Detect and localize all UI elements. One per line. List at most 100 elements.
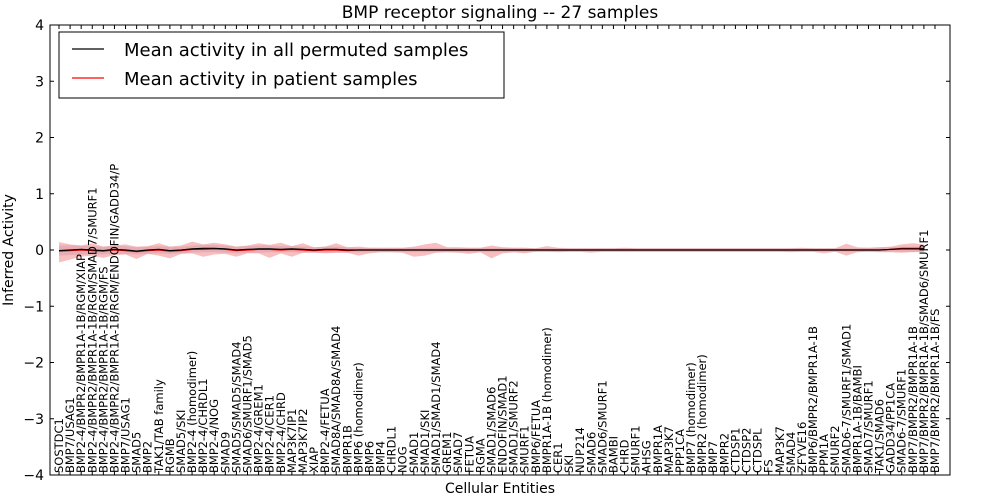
- x-tick-label: FS: [762, 459, 776, 473]
- x-tick-label: SMAD6/SMURF1: [595, 380, 609, 473]
- x-tick-label: SMAD9: [218, 432, 232, 473]
- y-tick-label: −1: [23, 299, 44, 315]
- band-series-1: [59, 241, 924, 263]
- x-tick-label: SMAD6-7/SMURF1/SMAD1: [839, 324, 853, 473]
- x-tick-label: BMP2-4/BMPR2/BMPR1A-1B/RGM/FS: [96, 266, 110, 473]
- y-tick-label: −4: [23, 468, 44, 484]
- x-tick-label: BMP7/BMPR2/BMPR1A-1B/SMAD6/SMURF1: [917, 230, 931, 473]
- x-tick-label: BMPR1A-1B (homodimer): [540, 327, 554, 473]
- x-tick-label: SMAD1/SMURF2: [507, 380, 521, 473]
- x-tick-label: CTDSP1: [728, 428, 742, 473]
- x-tick-label: SKI: [562, 455, 576, 473]
- plot-frame: [49, 24, 951, 476]
- x-tick-label: PPM1A: [817, 434, 831, 473]
- x-tick-label: BMP2-4/CHRD: [274, 392, 288, 473]
- x-tick-label: BMP7 (homodimer): [684, 362, 698, 473]
- x-tick-label: SMAD6: [584, 432, 598, 473]
- x-tick-label: SMAD8A/SMAD8A/SMAD4: [329, 326, 343, 473]
- x-tick-label: BMP7/USAG1: [119, 397, 133, 473]
- x-tick-label: BMP7/BMPR2/BMPR1A-1B/FS: [928, 309, 942, 473]
- x-tick-label: SMAD1/SMAD6: [485, 387, 499, 473]
- x-ticks: SOSTDC1BMP7/USAG1BMP2-4/BMPR2/BMPR1A-1B/…: [52, 25, 942, 475]
- x-tick-label: TAK1/SMAD6: [873, 399, 887, 474]
- x-tick-label: BMP4: [374, 441, 388, 473]
- x-tick-label: BMP2-4/CHRDL1: [196, 378, 210, 473]
- x-tick-label: BMP7/BMPR2/BMPR1A-1B: [906, 326, 920, 473]
- line-series-0: [58, 247, 924, 252]
- x-tick-label: FETUA: [462, 436, 476, 473]
- x-tick-label: SMAD7/SMURF1: [862, 380, 876, 473]
- x-tick-label: MAP3K7: [773, 426, 787, 473]
- x-tick-label: SMAD1/SMAD1/SMAD4: [429, 341, 443, 473]
- x-tick-label: BMPR1A: [651, 425, 665, 473]
- x-tick-label: MAP3K7IP1: [285, 408, 299, 473]
- x-tick-label: GADD34/PP1CA: [884, 383, 898, 473]
- legend-box: [58, 31, 505, 99]
- x-tick-label: ZFYVE16: [795, 422, 809, 473]
- x-tick-label: RGMA: [473, 438, 487, 473]
- legend: Mean activity in all permuted samples Me…: [58, 31, 505, 99]
- y-tick-label: −2: [23, 356, 44, 372]
- x-tick-label: SMAD5/SMAD5/SMAD4: [229, 341, 243, 473]
- x-tick-label: BMP2-4 (homodimer): [185, 351, 199, 473]
- x-tick-label: BMP6: [363, 441, 377, 473]
- x-tick-label: SMURF1: [629, 425, 643, 473]
- x-tick-label: BMP2-4/BMPR2/BMPR1A-1B/RGM/SMAD7/SMURF1: [85, 187, 99, 473]
- x-tick-label: BMP7: [706, 441, 720, 473]
- x-tick-label: MAP3K7: [662, 426, 676, 473]
- x-tick-label: NOG: [396, 446, 410, 473]
- x-tick-label: BMP2-4/GREM1: [252, 384, 266, 473]
- x-tick-label: CHRD: [618, 439, 632, 473]
- x-tick-label: NUP214: [573, 427, 587, 473]
- x-tick-label: SMAD5/SKI: [174, 410, 188, 473]
- x-tick-label: BMPR2 (homodimer): [695, 354, 709, 473]
- x-tick-label: CHRDL1: [385, 426, 399, 473]
- legend-label-patient: Mean activity in patient samples: [124, 69, 418, 90]
- y-tick-label: 3: [35, 74, 44, 90]
- x-tick-label: SMURF1: [518, 425, 532, 473]
- x-tick-label: SMAD5: [130, 432, 144, 473]
- x-tick-label: SOSTDC1: [52, 418, 66, 473]
- x-tick-label: PPP1CA: [673, 429, 687, 473]
- y-tick-label: 1: [35, 187, 44, 203]
- y-tick-label: −3: [23, 412, 44, 428]
- x-axis-label: Cellular Entities: [445, 481, 555, 497]
- y-axis-label: Inferred Activity: [1, 194, 17, 306]
- x-tick-label: BMPR1B: [340, 425, 354, 473]
- x-tick-label: MAP3K7IP2: [296, 408, 310, 473]
- x-tick-label: BMP7/USAG1: [63, 397, 77, 473]
- x-tick-label: BMP2-4/BMPR2/BMPR1A-1B/RGM/ENDOFIN/GADD3…: [107, 164, 121, 473]
- x-tick-label: ENDOFIN/SMAD1: [496, 375, 510, 473]
- x-tick-label: BAMBI: [606, 436, 620, 473]
- x-tick-label: BMP2: [141, 441, 155, 473]
- x-tick-label: BMP2-4/CER1: [263, 395, 277, 473]
- y-ticks: −4 −3 −2 −1 0 1 2 3 4: [23, 18, 950, 484]
- x-tick-label: SMURF2: [828, 425, 842, 473]
- x-tick-label: BMPR1A-1B/BAMBI: [850, 365, 864, 473]
- series-lines: [58, 247, 924, 253]
- x-tick-label: CER1: [551, 442, 565, 473]
- x-tick-label: BMP2-4/BMPR2/BMPR1A-1B/RGM/XIAP: [74, 254, 88, 473]
- x-tick-label: BMP6 (homodimer): [351, 362, 365, 473]
- x-tick-label: BMPR2: [717, 433, 731, 473]
- y-tick-label: 2: [35, 131, 44, 147]
- chart-title: BMP receptor signaling -- 27 samples: [342, 3, 659, 23]
- x-tick-label: SMAD1: [407, 432, 421, 473]
- confidence-bands: [59, 241, 924, 263]
- x-tick-label: SMAD6-7/SMURF1: [895, 369, 909, 473]
- x-tick-label: SMAD7: [451, 432, 465, 473]
- legend-label-permuted: Mean activity in all permuted samples: [124, 40, 468, 61]
- x-tick-label: BMP2-4/FETUA: [318, 388, 332, 473]
- y-tick-label: 0: [35, 243, 44, 259]
- x-tick-label: CTDSPL: [751, 428, 765, 473]
- x-tick-label: SMAD4: [784, 432, 798, 473]
- x-tick-label: BMP2-4/NOG: [207, 399, 221, 473]
- x-tick-label: RGMB: [163, 438, 177, 473]
- x-tick-label: BMP6/FETUA: [529, 400, 543, 473]
- x-tick-label: SMAD6/SMURF1/SMAD5: [241, 335, 255, 473]
- x-tick-label: SMAD1/SKI: [418, 410, 432, 473]
- x-tick-label: AHSG: [640, 440, 654, 473]
- x-tick-label: BMP6/BMPR2/BMPR1A-1B: [806, 326, 820, 473]
